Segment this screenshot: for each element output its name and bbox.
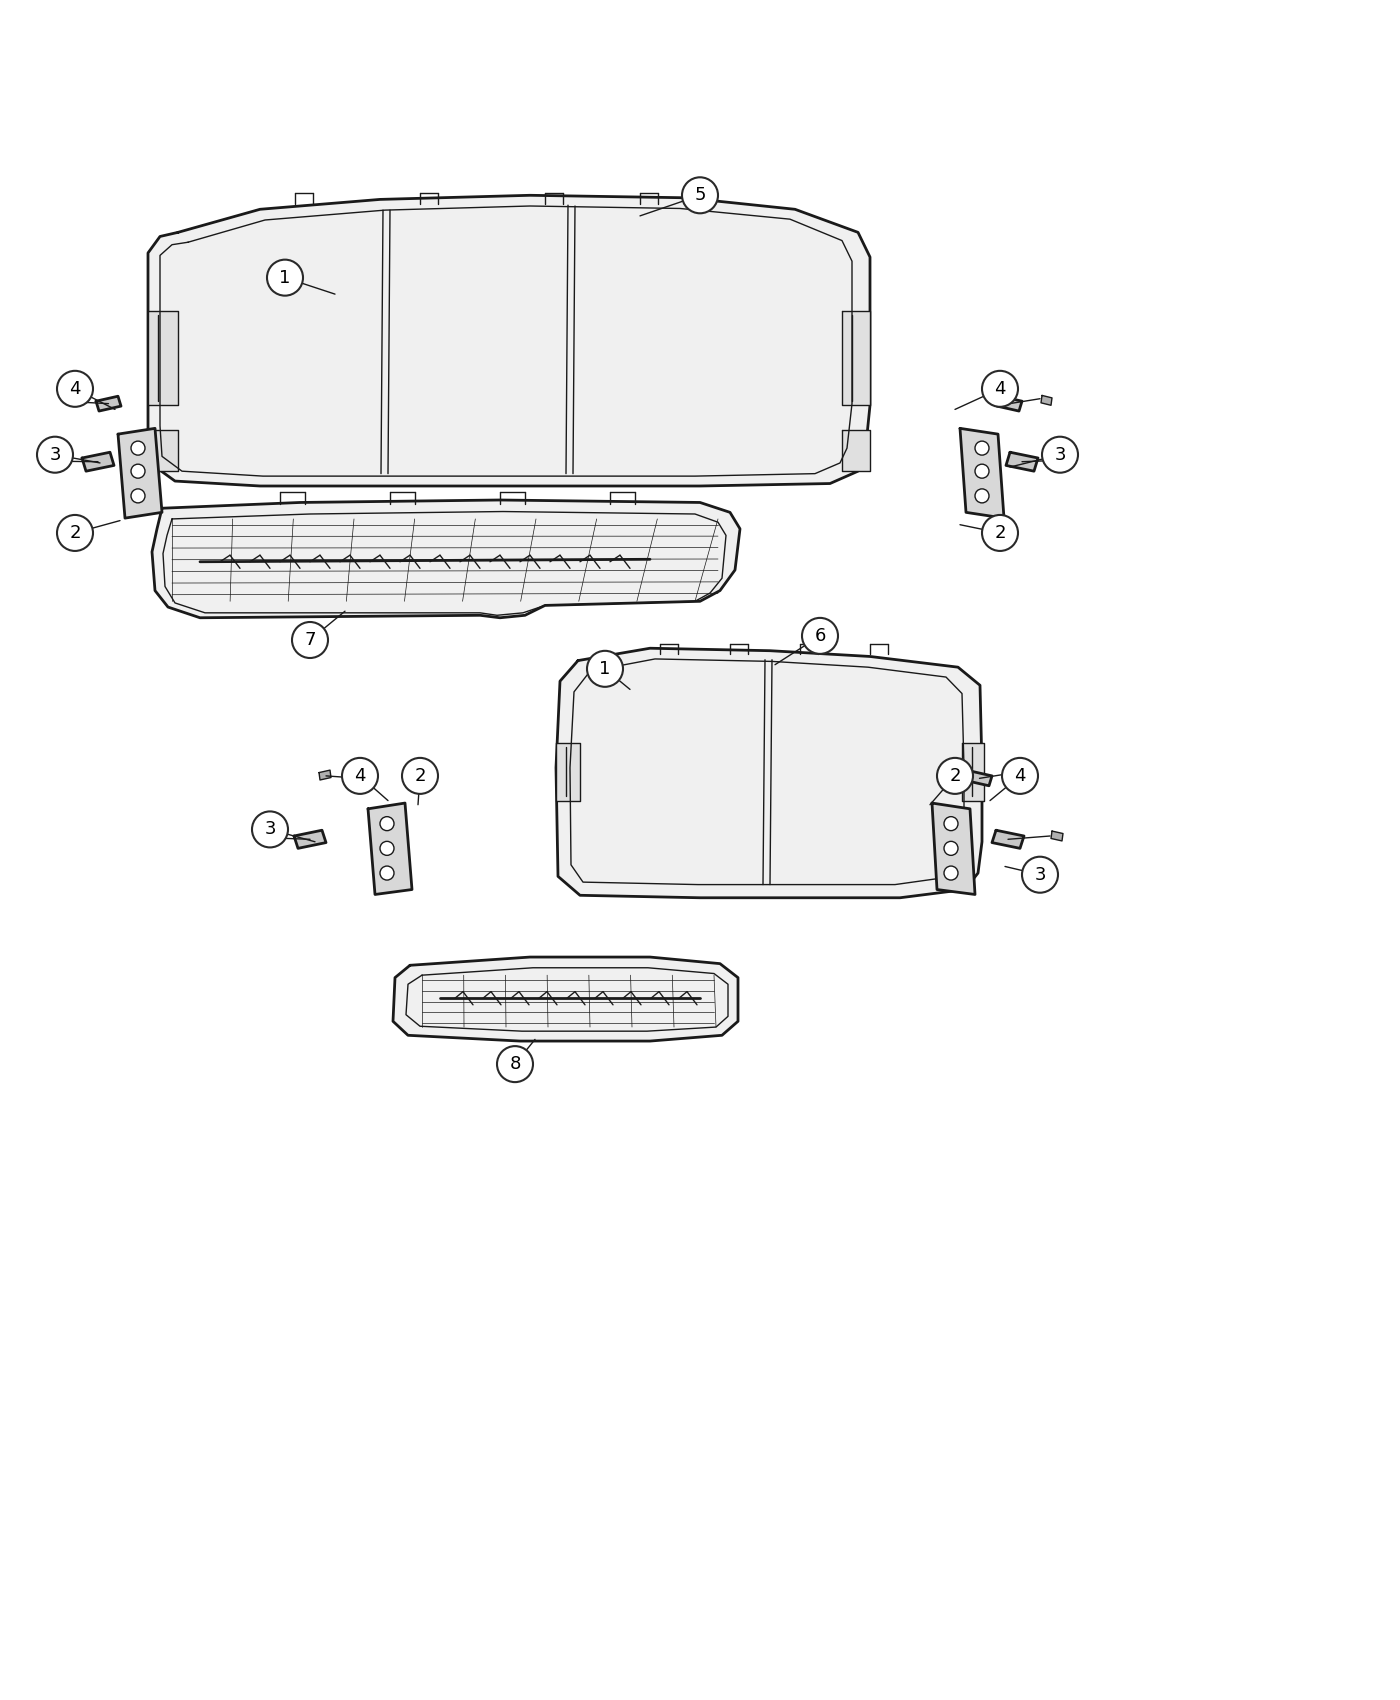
Circle shape	[682, 177, 718, 212]
Circle shape	[57, 515, 92, 551]
Circle shape	[342, 758, 378, 794]
Text: 4: 4	[354, 767, 365, 785]
Polygon shape	[368, 802, 412, 894]
Polygon shape	[841, 311, 869, 405]
Text: 6: 6	[815, 627, 826, 644]
Polygon shape	[83, 452, 113, 471]
Circle shape	[587, 651, 623, 687]
Polygon shape	[1054, 456, 1065, 464]
Text: 1: 1	[280, 269, 291, 287]
Polygon shape	[556, 743, 580, 801]
Polygon shape	[993, 830, 1023, 848]
Text: 2: 2	[994, 524, 1005, 542]
Text: 2: 2	[949, 767, 960, 785]
Circle shape	[132, 464, 146, 478]
Circle shape	[937, 758, 973, 794]
Polygon shape	[148, 196, 869, 486]
Text: 3: 3	[49, 445, 60, 464]
Polygon shape	[258, 831, 269, 842]
Circle shape	[981, 371, 1018, 406]
Polygon shape	[57, 456, 69, 464]
Circle shape	[497, 1046, 533, 1083]
Polygon shape	[960, 428, 1004, 518]
Polygon shape	[148, 311, 178, 405]
Polygon shape	[153, 500, 741, 617]
Circle shape	[379, 842, 393, 855]
Text: 7: 7	[304, 631, 316, 649]
Text: 4: 4	[69, 379, 81, 398]
Circle shape	[944, 816, 958, 831]
Polygon shape	[319, 770, 330, 780]
Polygon shape	[556, 648, 981, 898]
Polygon shape	[97, 396, 120, 411]
Polygon shape	[393, 957, 738, 1040]
Polygon shape	[932, 802, 974, 894]
Text: 3: 3	[1054, 445, 1065, 464]
Polygon shape	[349, 770, 372, 785]
Circle shape	[1022, 857, 1058, 892]
Polygon shape	[1042, 396, 1051, 405]
Circle shape	[36, 437, 73, 473]
Circle shape	[944, 842, 958, 855]
Circle shape	[802, 617, 839, 654]
Text: 3: 3	[265, 821, 276, 838]
Text: 5: 5	[694, 187, 706, 204]
Circle shape	[252, 811, 288, 847]
Circle shape	[379, 816, 393, 831]
Text: 8: 8	[510, 1056, 521, 1073]
Polygon shape	[997, 396, 1022, 411]
Polygon shape	[118, 428, 162, 518]
Circle shape	[974, 464, 988, 478]
Polygon shape	[1051, 831, 1063, 842]
Circle shape	[402, 758, 438, 794]
Polygon shape	[841, 430, 869, 471]
Text: 4: 4	[994, 379, 1005, 398]
Circle shape	[132, 440, 146, 456]
Polygon shape	[71, 396, 83, 406]
Text: 2: 2	[414, 767, 426, 785]
Circle shape	[379, 865, 393, 881]
Circle shape	[1002, 758, 1037, 794]
Circle shape	[974, 440, 988, 456]
Circle shape	[944, 865, 958, 881]
Polygon shape	[962, 743, 984, 801]
Text: 2: 2	[69, 524, 81, 542]
Polygon shape	[294, 830, 326, 848]
Circle shape	[293, 622, 328, 658]
Circle shape	[1042, 437, 1078, 473]
Polygon shape	[1007, 452, 1037, 471]
Circle shape	[132, 490, 146, 503]
Circle shape	[267, 260, 302, 296]
Polygon shape	[148, 430, 178, 471]
Circle shape	[57, 371, 92, 406]
Polygon shape	[967, 770, 993, 785]
Text: 1: 1	[599, 660, 610, 678]
Text: 4: 4	[1014, 767, 1026, 785]
Circle shape	[981, 515, 1018, 551]
Polygon shape	[1012, 770, 1023, 780]
Circle shape	[974, 490, 988, 503]
Text: 3: 3	[1035, 865, 1046, 884]
